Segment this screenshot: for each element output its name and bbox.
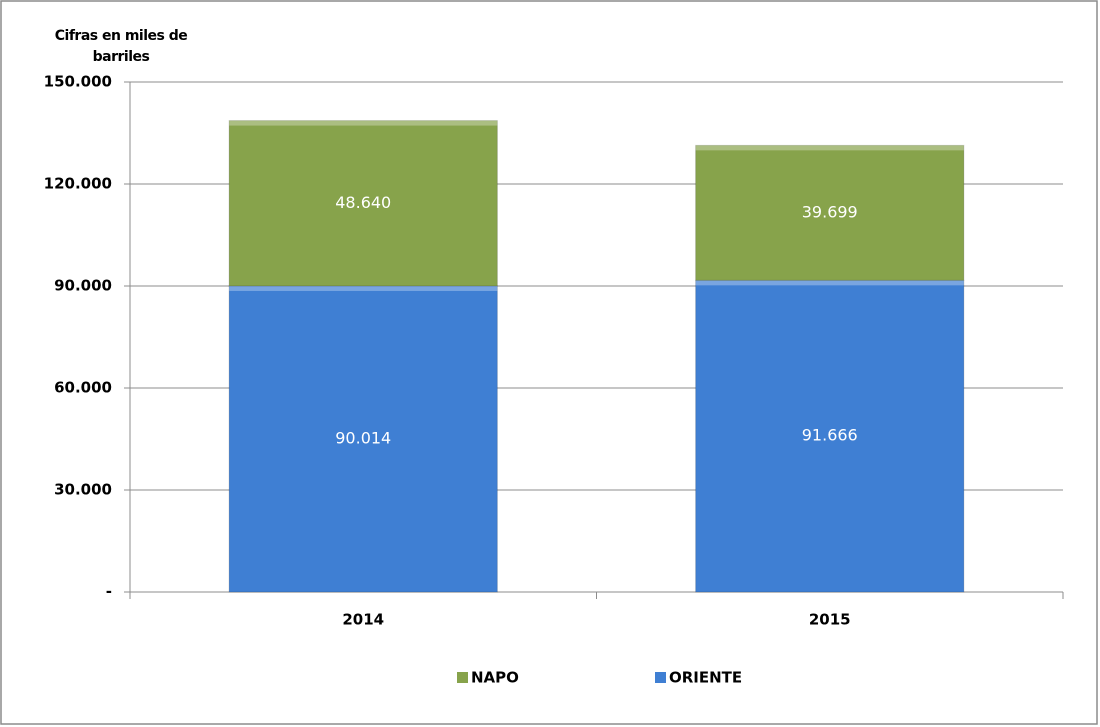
y-tick-label: 120.000 xyxy=(44,175,112,193)
bar-segment xyxy=(695,279,965,593)
y-tick-label: 90.000 xyxy=(54,277,112,295)
bar-segment xyxy=(695,144,965,281)
x-tick-label: 2015 xyxy=(809,611,851,629)
y-axis-label: Cifras en miles de barriles xyxy=(54,28,188,65)
y-tick-label: 60.000 xyxy=(54,379,112,397)
bar-highlight xyxy=(695,280,964,286)
value-label: 39.699 xyxy=(802,202,858,221)
y-tick-label: 150.000 xyxy=(44,73,112,91)
bar-segment xyxy=(228,120,498,287)
bar-segment xyxy=(228,285,498,593)
x-tick-label: 2014 xyxy=(342,611,384,629)
value-label: 90.014 xyxy=(335,428,391,447)
y-tick-label: 30.000 xyxy=(54,481,112,499)
legend-label: ORIENTE xyxy=(669,669,742,687)
bar-highlight xyxy=(229,285,498,291)
y-tick-label: - xyxy=(106,583,112,601)
value-label: 91.666 xyxy=(802,426,858,445)
legend-label: NAPO xyxy=(471,669,519,687)
value-label: 48.640 xyxy=(335,193,391,212)
bar-highlight xyxy=(695,145,964,151)
legend-swatch xyxy=(655,672,666,683)
bar-highlight xyxy=(229,120,498,126)
legend-swatch xyxy=(457,672,468,683)
